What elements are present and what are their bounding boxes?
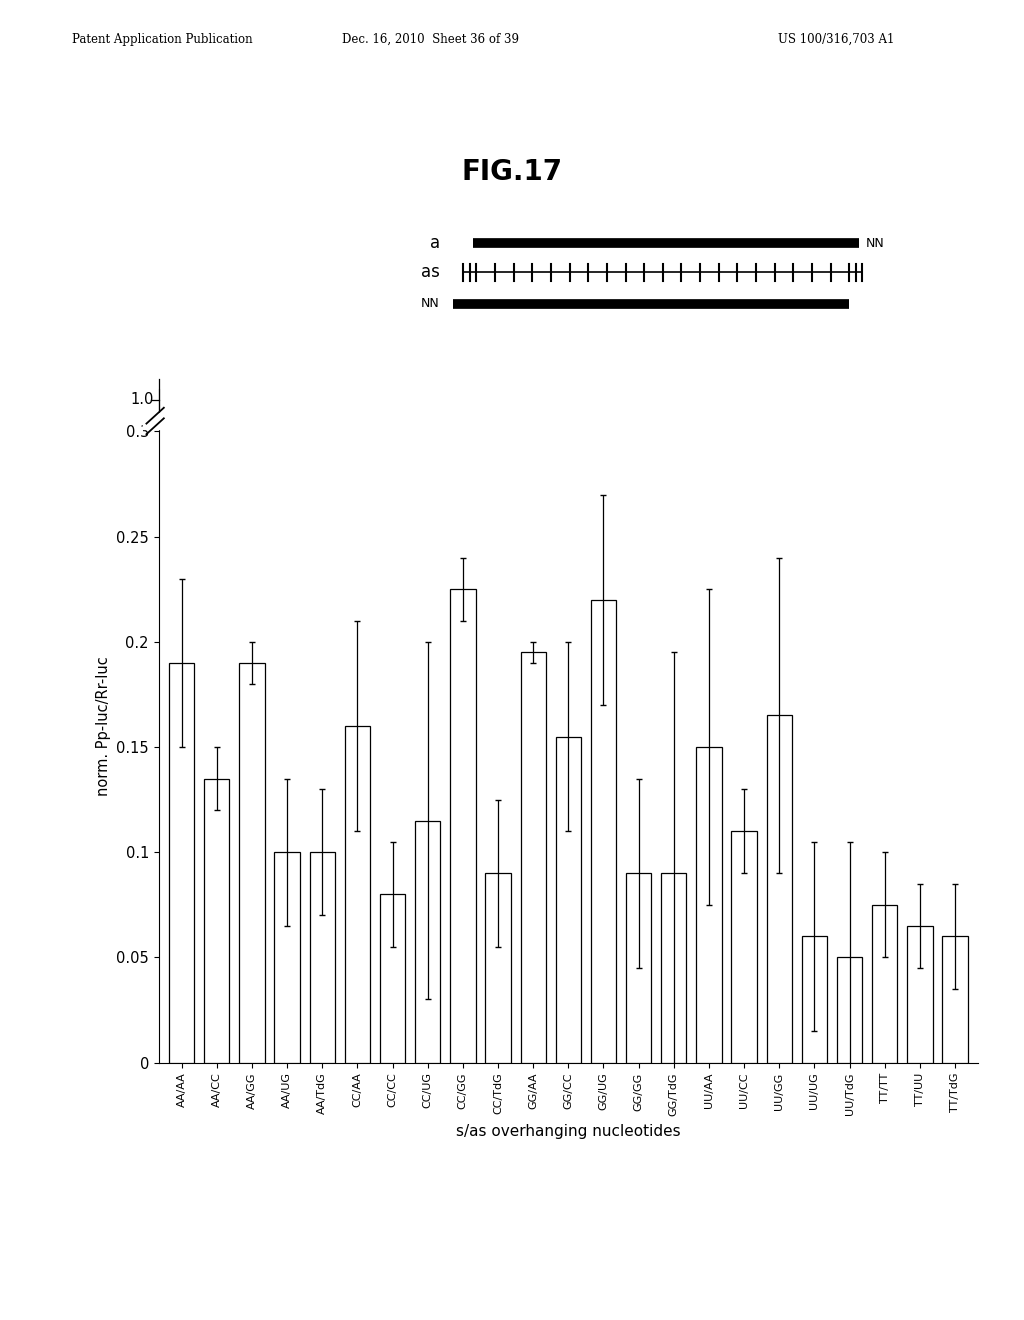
Bar	[626, 874, 651, 1063]
Text: Patent Application Publication: Patent Application Publication	[72, 33, 252, 46]
Bar	[907, 925, 933, 1063]
Bar	[345, 726, 370, 1063]
Bar	[520, 652, 546, 1063]
Bar	[696, 747, 722, 1063]
Bar	[485, 874, 511, 1063]
Text: US 100/316,703 A1: US 100/316,703 A1	[778, 33, 895, 46]
Bar	[767, 715, 792, 1063]
Y-axis label: norm. Pp-luc/Rr-luc: norm. Pp-luc/Rr-luc	[95, 656, 111, 796]
Bar	[942, 936, 968, 1063]
Bar	[309, 853, 335, 1063]
Bar	[415, 821, 440, 1063]
Bar	[274, 853, 300, 1063]
Bar	[451, 589, 475, 1063]
Bar	[240, 663, 264, 1063]
Text: a: a	[430, 234, 440, 252]
Bar	[556, 737, 581, 1063]
Text: NN: NN	[421, 297, 440, 310]
Bar	[662, 874, 686, 1063]
Bar	[591, 599, 616, 1063]
Bar	[872, 904, 897, 1063]
Bar	[204, 779, 229, 1063]
Text: 1.0: 1.0	[130, 392, 154, 408]
Text: FIG.17: FIG.17	[462, 157, 562, 186]
X-axis label: s/as overhanging nucleotides: s/as overhanging nucleotides	[456, 1125, 681, 1139]
Bar	[802, 936, 827, 1063]
Bar	[731, 832, 757, 1063]
Text: NN: NN	[866, 236, 885, 249]
Bar	[380, 895, 406, 1063]
Text: as: as	[421, 264, 440, 281]
Text: Dec. 16, 2010  Sheet 36 of 39: Dec. 16, 2010 Sheet 36 of 39	[342, 33, 518, 46]
Bar	[169, 663, 195, 1063]
Bar	[837, 957, 862, 1063]
